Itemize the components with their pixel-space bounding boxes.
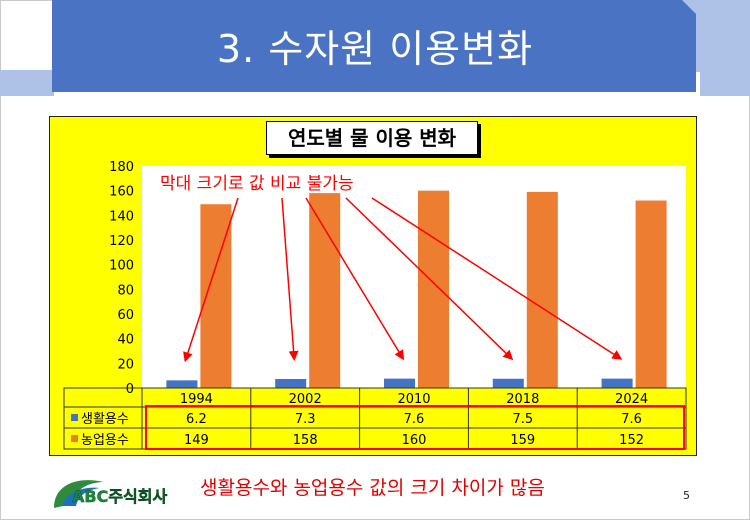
data-label: 160 (402, 433, 427, 448)
data-label: 7.5 (512, 412, 533, 427)
chart-title: 연도별 물 이용 변화 (266, 121, 478, 155)
legend-key-agricultural (71, 435, 78, 442)
y-tick-label: 140 (109, 209, 134, 224)
bar-agricultural (526, 191, 558, 388)
y-tick-label: 100 (109, 259, 134, 274)
data-label: 7.3 (295, 412, 316, 427)
y-tick-label: 160 (109, 185, 134, 200)
banner-accent-left (0, 70, 54, 96)
data-label: 149 (184, 433, 209, 448)
table-highlight-box (145, 405, 685, 450)
annotation-arrow (371, 197, 623, 360)
data-label: 152 (619, 433, 644, 448)
annotation-arrows (183, 197, 623, 363)
y-tick-label: 80 (117, 283, 134, 298)
bar-agricultural (309, 193, 341, 388)
table-outline (63, 387, 687, 450)
y-tick-label: 180 (109, 160, 134, 175)
y-tick-label: 60 (117, 308, 134, 323)
annotation-arrow (183, 197, 239, 363)
bar-agricultural (418, 190, 449, 388)
bar-domestic (275, 378, 307, 388)
annotation-text: 막대 크기로 값 비교 불가능 (160, 174, 354, 194)
x-tick-label: 2002 (289, 392, 322, 407)
bar-domestic (166, 380, 198, 388)
y-tick-label: 0 (126, 382, 134, 397)
x-tick-label: 2024 (615, 392, 648, 407)
company-logo: ABC주식회사 (54, 480, 168, 508)
annotation-arrow (281, 197, 299, 361)
x-tick-label: 2010 (397, 392, 430, 407)
title-banner (0, 0, 750, 96)
logo-text: ABC주식회사 (72, 487, 167, 506)
data-table: 1994 2002 2010 2018 2024 생활용수 6.2 7.3 7.6 7.5 7.6 농… (63, 387, 687, 450)
banner-main (52, 0, 696, 92)
y-tick-label: 40 (117, 333, 134, 348)
slide-title: 3. 수자원 이용변화 (216, 27, 534, 71)
banner-accent-right (682, 0, 750, 96)
y-tick-label: 20 (117, 357, 134, 372)
bar-domestic (384, 378, 415, 388)
plot-area (142, 166, 686, 388)
legend-label-domestic: 생활용수 (81, 412, 129, 427)
annotation-arrow (305, 197, 405, 361)
data-label: 158 (293, 433, 318, 448)
y-tick-label: 120 (109, 234, 134, 249)
x-tick-label: 1994 (180, 392, 213, 407)
x-tick-label: 2018 (506, 392, 539, 407)
data-label: 159 (510, 433, 535, 448)
y-axis-ticks: 0 20 40 60 80 100 120 140 160 180 (109, 160, 134, 397)
data-label: 7.6 (621, 412, 642, 427)
bar-domestic (601, 378, 633, 388)
data-label: 6.2 (186, 412, 207, 427)
data-label: 7.6 (404, 412, 425, 427)
logo-swoosh-blue (62, 487, 100, 506)
page-number: 5 (683, 489, 690, 502)
annotation-arrow (345, 197, 514, 361)
bar-agricultural (635, 200, 667, 388)
legend-key-domestic (71, 414, 78, 421)
footer-note: 생활용수와 농업용수 값의 크기 차이가 많음 (200, 477, 545, 499)
legend-label-agricultural: 농업용수 (81, 433, 129, 448)
bar-domestic (492, 378, 524, 388)
